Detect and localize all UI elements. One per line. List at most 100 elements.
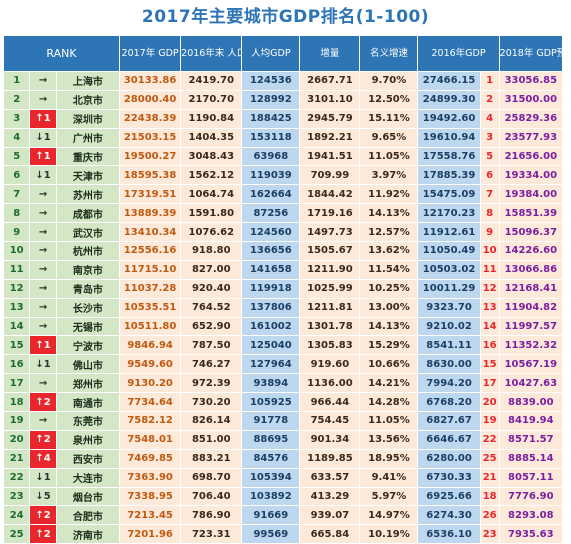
gdp2018-cell: 8885.14	[498, 448, 564, 469]
increase-cell: 1305.83	[299, 335, 361, 356]
table-row: 12 → 青岛市 11037.28 920.40 119918 1025.99 10.25% 1…	[2, 278, 564, 299]
rank2016-cell: 15	[479, 354, 500, 375]
growth-cell: 15.29%	[359, 335, 419, 356]
header-gdp2016: 2016年GDP	[417, 35, 500, 72]
gdp2017-cell: 7213.45	[118, 505, 182, 526]
rank2016-cell: 7	[479, 184, 500, 205]
rank-change-cell: →	[29, 297, 57, 318]
per-capita-cell: 124560	[241, 222, 301, 243]
per-capita-cell: 119039	[241, 165, 301, 186]
per-capita-cell: 141658	[241, 259, 301, 280]
table-row: 24 ↑2 合肥市 7213.45 786.90 91669 939.07 14.97% 627…	[2, 505, 564, 526]
growth-cell: 11.05%	[359, 146, 419, 167]
population-cell: 764.52	[180, 297, 243, 318]
rank2016-cell: 25	[479, 448, 500, 469]
increase-cell: 1505.67	[299, 241, 361, 261]
gdp2018-cell: 11997.57	[498, 316, 564, 337]
rank2016-cell: 23	[479, 524, 500, 544]
per-capita-cell: 125040	[241, 335, 301, 356]
increase-cell: 2945.79	[299, 108, 361, 129]
rank-cell: 10	[2, 241, 31, 261]
page-title: 2017年主要城市GDP排名(1-100)	[141, 7, 430, 27]
rank2016-cell: 6	[479, 165, 500, 186]
per-capita-cell: 84576	[241, 448, 301, 469]
gdp2018-cell: 31500.00	[498, 89, 564, 110]
population-cell: 1562.12	[180, 165, 243, 186]
rank-change-cell: ↑2	[29, 429, 57, 450]
gdp2017-cell: 13889.39	[118, 203, 182, 224]
rank-cell: 25	[2, 524, 31, 544]
population-cell: 1591.80	[180, 203, 243, 224]
increase-cell: 413.29	[299, 486, 361, 507]
rank2016-cell: 11	[479, 259, 500, 280]
population-cell: 1190.84	[180, 108, 243, 129]
rank2016-cell: 13	[479, 297, 500, 318]
gdp2018-cell: 7776.90	[498, 486, 564, 507]
rank-cell: 9	[2, 222, 31, 243]
table-row: 14 → 无锡市 10511.80 652.90 161002 1301.78 14.13% 9…	[2, 316, 564, 337]
per-capita-cell: 153118	[241, 127, 301, 148]
rank-cell: 21	[2, 448, 31, 469]
increase-cell: 1211.81	[299, 297, 361, 318]
rank-change-cell: ↑2	[29, 524, 57, 544]
gdp2016-cell: 17885.39	[417, 165, 481, 186]
rank-cell: 15	[2, 335, 31, 356]
gdp2017-cell: 30133.86	[118, 71, 182, 91]
population-cell: 1064.74	[180, 184, 243, 205]
rank-cell: 24	[2, 505, 31, 526]
rank-cell: 19	[2, 411, 31, 431]
gdp2016-cell: 6925.66	[417, 486, 481, 507]
increase-cell: 1189.85	[299, 448, 361, 469]
gdp2018-cell: 8839.00	[498, 392, 564, 413]
increase-cell: 3101.10	[299, 89, 361, 110]
table-row: 6 ↓1 天津市 18595.38 1562.12 119039 709.99 3.97% 17…	[2, 165, 564, 186]
rank2016-cell: 1	[479, 71, 500, 91]
header-gdp2018: 2018年 GDP预计	[498, 35, 564, 72]
gdp2018-cell: 19334.00	[498, 165, 564, 186]
city-cell: 成都市	[55, 203, 121, 224]
population-cell: 827.00	[180, 259, 243, 280]
rank2016-cell: 17	[479, 373, 500, 394]
rank2016-cell: 21	[479, 467, 500, 488]
gdp2018-cell: 10567.19	[498, 354, 564, 375]
gdp2017-cell: 7363.90	[118, 467, 182, 488]
per-capita-cell: 136656	[241, 241, 301, 261]
city-cell: 上海市	[55, 71, 121, 91]
rank-change-cell: ↑1	[29, 146, 57, 167]
city-cell: 天津市	[55, 165, 121, 186]
gdp2016-cell: 9323.70	[417, 297, 481, 318]
increase-cell: 1211.90	[299, 259, 361, 280]
increase-cell: 633.57	[299, 467, 361, 488]
population-cell: 851.00	[180, 429, 243, 450]
per-capita-cell: 91669	[241, 505, 301, 526]
growth-cell: 13.62%	[359, 241, 419, 261]
gdp2018-cell: 8419.94	[498, 411, 564, 431]
city-cell: 佛山市	[55, 354, 121, 375]
population-cell: 706.40	[180, 486, 243, 507]
rank2016-cell: 19	[479, 411, 500, 431]
gdp2017-cell: 7734.64	[118, 392, 182, 413]
rank-change-cell: →	[29, 373, 57, 394]
gdp2017-cell: 9549.60	[118, 354, 182, 375]
gdp2016-cell: 8541.11	[417, 335, 481, 356]
rank2016-cell: 2	[479, 89, 500, 110]
rank2016-cell: 20	[479, 392, 500, 413]
gdp2016-cell: 19492.60	[417, 108, 481, 129]
city-cell: 青岛市	[55, 278, 121, 299]
rank-cell: 6	[2, 165, 31, 186]
gdp2017-cell: 7469.85	[118, 448, 182, 469]
gdp2016-cell: 15475.09	[417, 184, 481, 205]
gdp2016-cell: 6730.33	[417, 467, 481, 488]
table-row: 17 → 郑州市 9130.20 972.39 93894 1136.00 14.21% 799…	[2, 373, 564, 394]
increase-cell: 754.45	[299, 411, 361, 431]
gdp2016-cell: 11912.61	[417, 222, 481, 243]
per-capita-cell: 119918	[241, 278, 301, 299]
growth-cell: 14.28%	[359, 392, 419, 413]
population-cell: 652.90	[180, 316, 243, 337]
rank-cell: 14	[2, 316, 31, 337]
city-cell: 深圳市	[55, 108, 121, 129]
growth-cell: 13.56%	[359, 429, 419, 450]
table-row: 10 → 杭州市 12556.16 918.80 136656 1505.67 13.62% 1…	[2, 241, 564, 261]
gdp2016-cell: 9210.02	[417, 316, 481, 337]
rank-change-cell: →	[29, 316, 57, 337]
